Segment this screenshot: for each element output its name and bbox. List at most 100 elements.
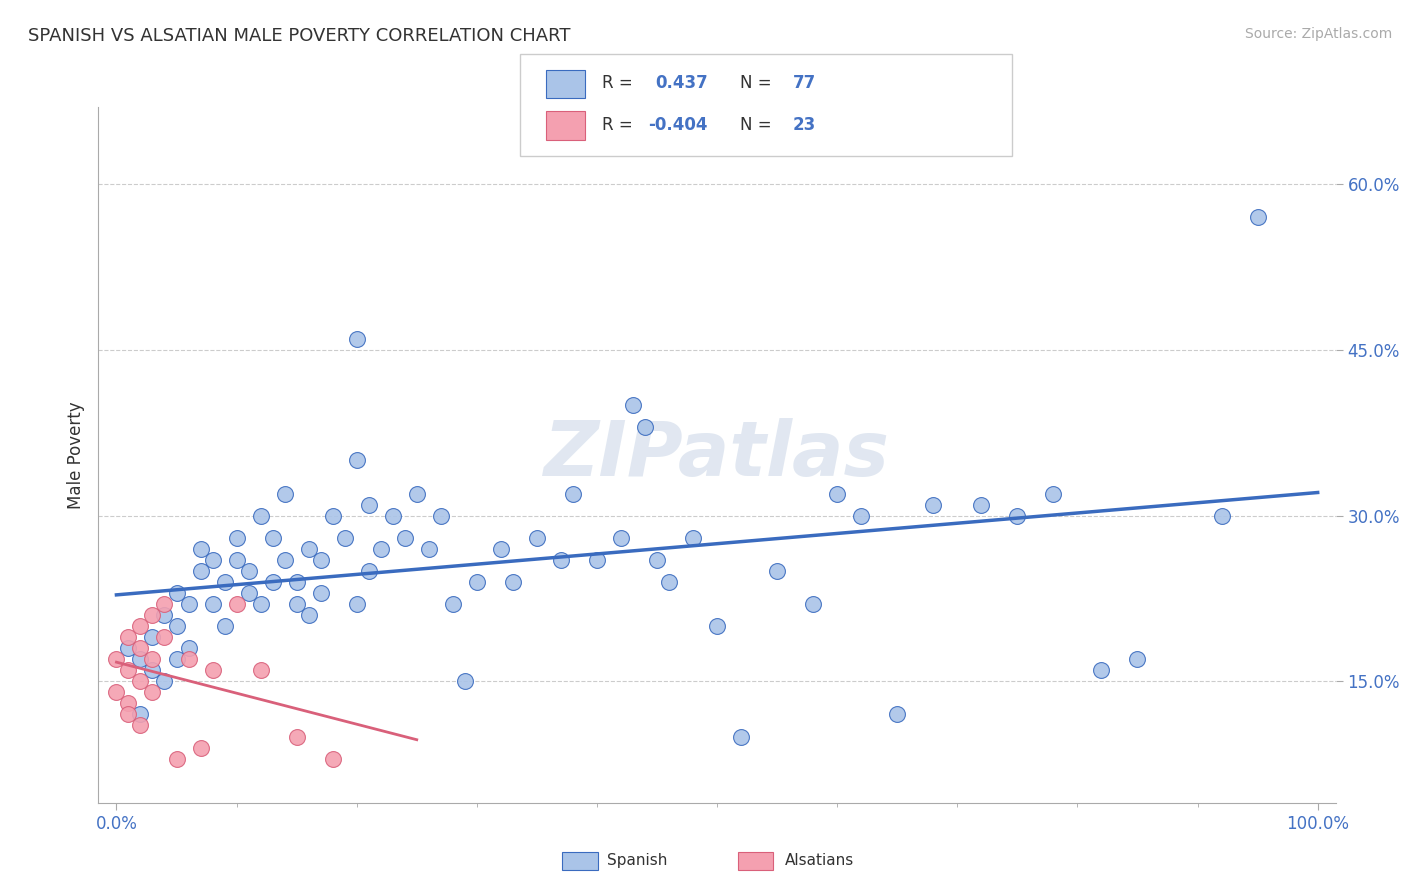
Point [201,663,224,677]
Point [851,508,873,523]
Point [177,641,200,656]
Point [166,619,188,633]
Point [886,707,908,722]
Point [586,553,609,567]
Point [129,718,152,732]
Point [141,685,163,699]
Point [801,597,824,611]
Text: 23: 23 [793,116,817,134]
Point [454,674,477,689]
Point [645,553,668,567]
Point [166,751,188,765]
Point [658,574,681,589]
Point [610,531,633,545]
Point [429,508,451,523]
Point [309,586,332,600]
Point [621,398,644,412]
Point [117,707,139,722]
Point [825,486,848,500]
Point [238,586,260,600]
Point [153,608,176,623]
Point [117,697,139,711]
Point [405,486,427,500]
Text: 0.437: 0.437 [655,74,709,92]
Point [141,663,163,677]
Point [706,619,728,633]
Point [285,574,308,589]
Point [285,597,308,611]
Point [346,453,368,467]
Text: N =: N = [740,74,776,92]
Point [190,541,212,556]
Point [465,574,488,589]
Point [298,608,321,623]
Point [285,730,308,744]
Point [105,652,128,666]
Point [441,597,464,611]
Point [346,332,368,346]
Point [141,630,163,644]
Point [922,498,945,512]
Point [357,564,380,578]
Point [225,597,247,611]
Point [1126,652,1149,666]
Text: -0.404: -0.404 [648,116,707,134]
Point [190,564,212,578]
Text: R =: R = [602,74,638,92]
Point [225,553,247,567]
Point [489,541,512,556]
Point [262,531,284,545]
Point [1211,508,1233,523]
Point [273,486,295,500]
Point [117,641,139,656]
Point [298,541,321,556]
Text: N =: N = [740,116,776,134]
Point [766,564,789,578]
Point [177,652,200,666]
Point [105,685,128,699]
Point [561,486,583,500]
Point [129,652,152,666]
Point [634,420,657,434]
Point [177,597,200,611]
Point [370,541,392,556]
Point [201,597,224,611]
Point [153,630,176,644]
Point [166,586,188,600]
Point [682,531,704,545]
Point [190,740,212,755]
Point [1042,486,1064,500]
Point [309,553,332,567]
Point [225,531,247,545]
Point [273,553,295,567]
Point [730,730,752,744]
Point [502,574,524,589]
Point [117,630,139,644]
Text: SPANISH VS ALSATIAN MALE POVERTY CORRELATION CHART: SPANISH VS ALSATIAN MALE POVERTY CORRELA… [28,27,571,45]
Point [970,498,993,512]
Point [346,597,368,611]
Point [550,553,572,567]
Point [249,597,271,611]
Text: Source: ZipAtlas.com: Source: ZipAtlas.com [1244,27,1392,41]
Point [418,541,440,556]
Point [141,608,163,623]
Point [141,652,163,666]
Y-axis label: Male Poverty: Male Poverty [66,401,84,508]
Point [129,707,152,722]
Point [129,619,152,633]
Point [394,531,416,545]
Point [129,674,152,689]
Text: Spanish: Spanish [607,854,668,868]
Point [1090,663,1112,677]
Point [201,553,224,567]
Point [1246,211,1268,225]
Point [381,508,404,523]
Point [1007,508,1029,523]
Text: ZIPatlas: ZIPatlas [544,418,890,491]
Point [238,564,260,578]
Point [262,574,284,589]
Text: Alsatians: Alsatians [785,854,853,868]
Point [117,663,139,677]
Text: 77: 77 [793,74,817,92]
